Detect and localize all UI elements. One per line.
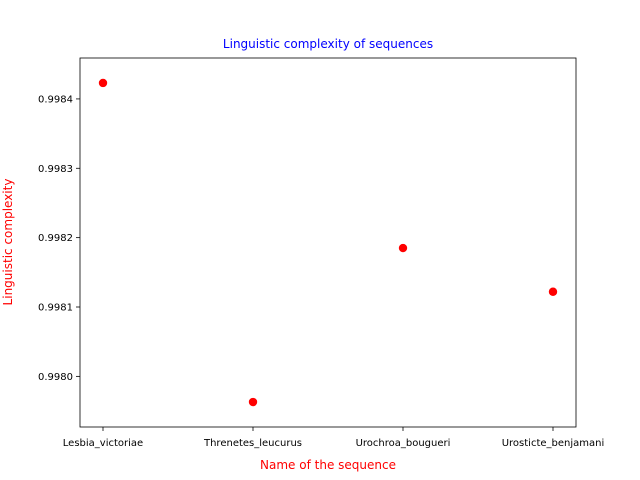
plot-frame — [79, 57, 577, 428]
y-tick-label: 0.9981 — [38, 303, 73, 314]
chart-title: Linguistic complexity of sequences — [223, 37, 433, 51]
y-tick-label: 0.9982 — [38, 233, 73, 244]
x-axis-label: Name of the sequence — [260, 458, 396, 472]
plot-marks — [98, 78, 558, 407]
x-tick-label: Urosticte_benjamani — [502, 438, 605, 449]
data-point — [248, 397, 258, 407]
y-tick-label: 0.9983 — [38, 164, 73, 175]
data-point — [98, 78, 108, 88]
x-tick-label: Urochroa_bougueri — [356, 438, 451, 449]
data-point — [398, 243, 408, 253]
y-tick-label: 0.9984 — [38, 94, 73, 105]
y-axis-ticks: 0.9980 0.9981 0.9982 0.9983 0.9984 — [38, 94, 80, 383]
y-axis-label: Linguistic complexity — [1, 179, 15, 306]
x-axis-ticks: Lesbia_victoriae Threnetes_leucurus Urochr… — [63, 427, 604, 449]
data-point — [548, 287, 558, 296]
y-tick-label: 0.9980 — [38, 372, 73, 383]
x-tick-label: Threnetes_leucurus — [203, 438, 302, 449]
x-tick-label: Lesbia_victoriae — [63, 438, 143, 449]
